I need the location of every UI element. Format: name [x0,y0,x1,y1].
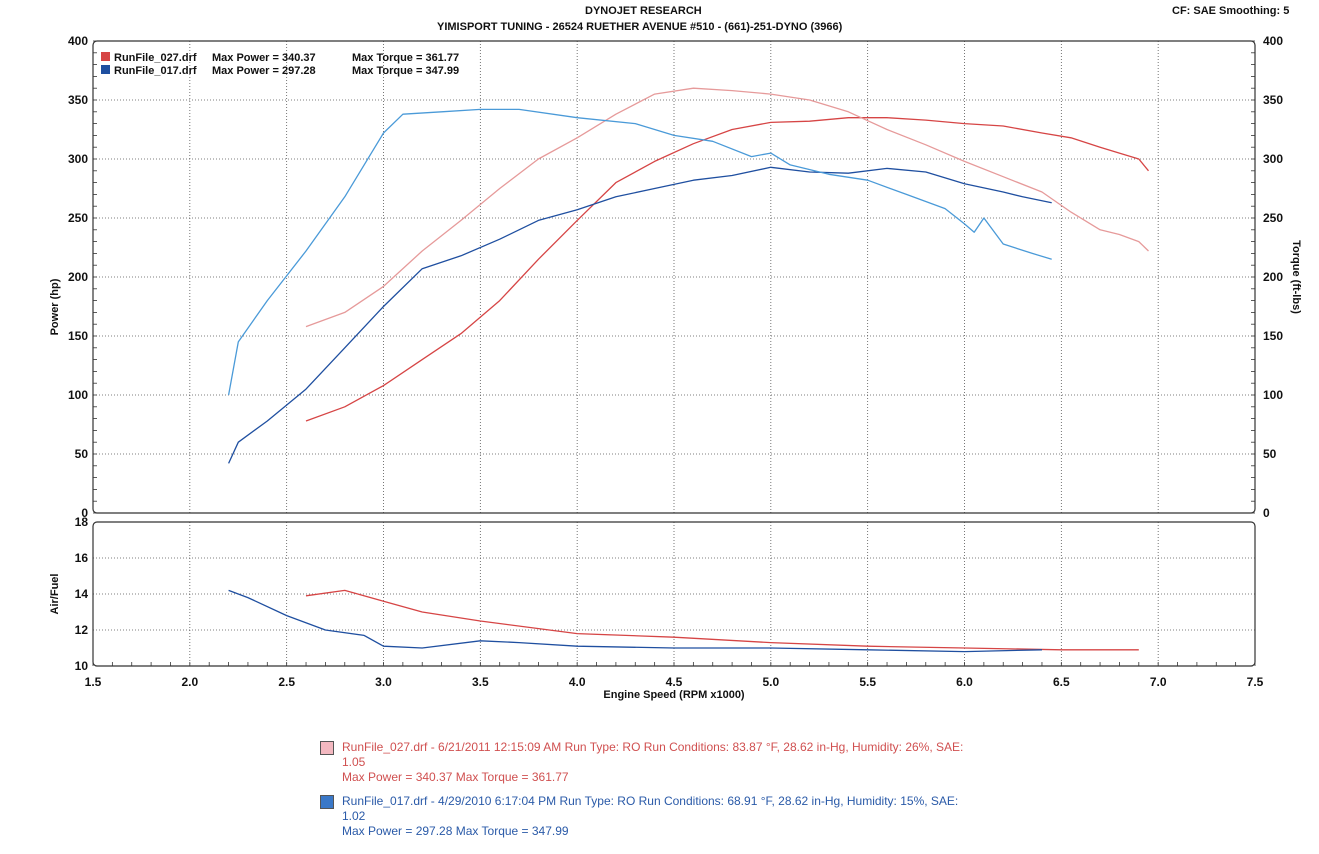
dyno-series-line-3 [228,166,1052,464]
rpm-axis-label: Engine Speed (RPM x1000) [603,689,745,701]
afr-tick-label: 10 [75,659,89,673]
legend-power-1: Max Power = 340.37 [212,52,316,64]
power-tick-label: 50 [75,447,89,461]
x-tick-label: 3.5 [472,675,489,689]
dyno-series-line-1 [305,117,1150,422]
x-tick-label: 5.5 [859,675,876,689]
afr-tick-label: 18 [75,515,89,529]
chart-subtitle: YIMISPORT TUNING - 26524 RUETHER AVENUE … [437,21,843,33]
chart-title: DYNOJET RESEARCH [585,5,702,17]
torque-tick-label: 350 [1263,93,1283,107]
chart-settings: CF: SAE Smoothing: 5 [1172,5,1290,17]
torque-axis-label: Torque (ft-lbs) [1290,240,1302,314]
legend-torque-1: Max Torque = 361.77 [352,52,459,64]
legend-torque-2: Max Torque = 347.99 [352,65,459,77]
footer-run-2-line1: RunFile_017.drf - 4/29/2010 6:17:04 PM R… [342,794,959,808]
x-tick-label: 3.0 [375,675,392,689]
series-group [227,87,1150,653]
torque-tick-label: 150 [1263,329,1283,343]
torque-tick-label: 100 [1263,388,1283,402]
legend-swatch-1 [101,52,110,61]
x-tick-label: 4.0 [569,675,586,689]
x-tick-label: 2.5 [278,675,295,689]
x-tick-label: 7.5 [1247,675,1264,689]
afr-axis-label: Air/Fuel [49,574,61,615]
footer-run-1-line1: RunFile_027.drf - 6/21/2011 12:15:09 AM … [342,740,964,754]
legend-file-1: RunFile_027.drf [114,52,197,64]
power-tick-label: 250 [68,211,88,225]
x-tick-label: 6.0 [956,675,973,689]
torque-tick-label: 200 [1263,270,1283,284]
footer-run-2-line3: Max Power = 297.28 Max Torque = 347.99 [342,824,569,838]
x-tick-label: 4.5 [666,675,683,689]
torque-tick-label: 250 [1263,211,1283,225]
afr-series-line-1 [305,589,1139,651]
power-tick-label: 300 [68,152,88,166]
legend-power-2: Max Power = 297.28 [212,65,316,77]
x-tick-label: 5.0 [762,675,779,689]
power-tick-label: 150 [68,329,88,343]
dyno-series-line-2 [305,87,1149,328]
x-tick-label: 6.5 [1053,675,1070,689]
afr-tick-label: 16 [75,551,89,565]
x-tick-label: 1.5 [85,675,102,689]
afr-tick-label: 14 [75,587,89,601]
footer-run-1-line2: 1.05 [342,755,366,769]
power-axis-label: Power (hp) [49,278,61,335]
torque-tick-label: 300 [1263,152,1283,166]
torque-tick-label: 50 [1263,447,1277,461]
power-tick-label: 400 [68,34,88,48]
afr-series-line-2 [228,589,1043,653]
afr-tick-label: 12 [75,623,89,637]
torque-tick-label: 400 [1263,34,1283,48]
footer-run-2-line2: 1.02 [342,809,366,823]
power-tick-label: 350 [68,93,88,107]
footer-run-1-line3: Max Power = 340.37 Max Torque = 361.77 [342,770,569,784]
power-tick-label: 0 [81,506,88,520]
torque-tick-label: 0 [1263,506,1270,520]
dyno-series-line-4 [227,108,1052,396]
footer-swatch-2 [320,795,334,809]
axis-ticks: 1.5 2.0 2.5 3.0 3.5 4.0 4.5 5.0 5.5 6.0 6.5 7.0 7.5 0… [68,34,1283,689]
power-tick-label: 100 [68,388,88,402]
legend: RunFile_027.drf Max Power = 340.37 Max T… [101,52,459,77]
footer-swatch-1 [320,741,334,755]
x-tick-label: 7.0 [1150,675,1167,689]
legend-file-2: RunFile_017.drf [114,65,197,77]
dyno-chart: 1.5 2.0 2.5 3.0 3.5 4.0 4.5 5.0 5.5 6.0 6.5 7.0 7.5 0… [49,34,1302,701]
x-tick-label: 2.0 [181,675,198,689]
legend-swatch-2 [101,65,110,74]
grid [93,41,1255,666]
power-tick-label: 200 [68,270,88,284]
